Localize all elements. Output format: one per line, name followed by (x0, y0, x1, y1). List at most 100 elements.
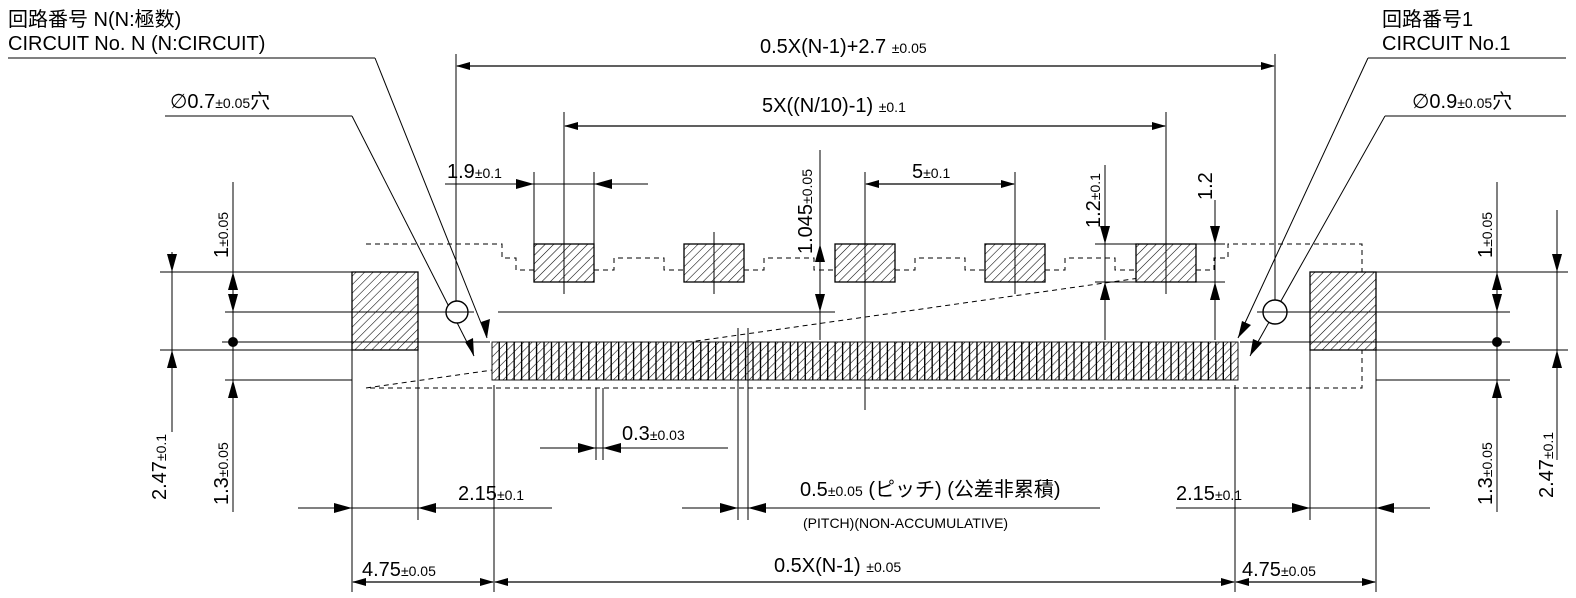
pad-height-arrow-bottom (1100, 282, 1110, 300)
left-gap-arrow-right (418, 503, 436, 513)
pin-pad (1156, 342, 1163, 380)
pin-pad (619, 342, 626, 380)
pin-pad (925, 342, 932, 380)
pin-pad (1149, 342, 1156, 380)
pin-pad (917, 342, 924, 380)
left-1-arrow-top (228, 272, 238, 290)
pin-pad (679, 342, 686, 380)
pin-pad (738, 342, 745, 380)
pad-pitch-label: 5±0.1 (912, 161, 950, 183)
pin-pad (903, 342, 910, 380)
pin-pad (589, 342, 596, 380)
pin-pad (1052, 342, 1059, 380)
pin-pad (694, 342, 701, 380)
pin-pad (723, 342, 730, 380)
left-gap-arrow-left (334, 503, 352, 513)
left-247-label: 2.47±0.1 (149, 434, 171, 500)
pin-pad (1179, 342, 1186, 380)
pin-pad (626, 342, 633, 380)
housing-link-3 (895, 258, 985, 270)
pad-offset-arrow-bottom (815, 294, 825, 312)
pad-offset-label: 1.045±0.05 (795, 169, 817, 254)
pin-pad (947, 342, 954, 380)
pin-pad (776, 342, 783, 380)
pin-pad (537, 342, 544, 380)
pin-pad (1074, 342, 1081, 380)
pin-pad (1022, 342, 1029, 380)
pin-pad (641, 342, 648, 380)
pin-pad (895, 342, 902, 380)
pad-height2-arrow-bottom (1210, 282, 1220, 300)
right-13-arrow-bottom (1492, 380, 1502, 398)
pin-pad (1141, 342, 1148, 380)
pad-height2-arrow-top (1210, 226, 1220, 244)
pin-pad (858, 342, 865, 380)
right-end-label: 4.75±0.05 (1242, 559, 1316, 581)
pin-pad (499, 342, 506, 380)
pin-pad (813, 342, 820, 380)
pin-pad (1224, 342, 1231, 380)
pin-pad (888, 342, 895, 380)
right-247-arrow-top (1552, 254, 1562, 272)
pin-pad (567, 342, 574, 380)
pin-pad (970, 342, 977, 380)
pin-pad (768, 342, 775, 380)
pin-pad (1231, 342, 1238, 380)
housing-outline-left (366, 244, 534, 270)
pin-pad (850, 342, 857, 380)
pin-pad (843, 342, 850, 380)
pin-pad (828, 342, 835, 380)
pin-pad (1015, 342, 1022, 380)
pin-pad (522, 342, 529, 380)
pin-pad (582, 342, 589, 380)
pin-pad (671, 342, 678, 380)
pin-pad (731, 342, 738, 380)
pin-pad (1007, 342, 1014, 380)
pitch-arrow-left (720, 503, 738, 513)
pin-pad (1029, 342, 1036, 380)
left-247-arrow-top (167, 254, 177, 272)
housing-link-1 (594, 258, 684, 270)
left-13-label: 1.3±0.05 (211, 442, 233, 505)
pin-pad (1089, 342, 1096, 380)
pin-pad (1059, 342, 1066, 380)
overall-width-label: 0.5X(N-1)+2.7 ±0.05 (760, 36, 927, 58)
left-gap-label: 2.15±0.1 (458, 483, 524, 505)
pin-pad (597, 342, 604, 380)
right-gap-label: 2.15±0.1 (1176, 483, 1242, 505)
pin-pad (880, 342, 887, 380)
pitch-label: 0.5±0.05 (ピッチ) (公差非累積) (800, 478, 1061, 501)
pad-height2-label: 1.2 (1195, 172, 1217, 200)
pin-pad (1112, 342, 1119, 380)
pin-pad (1209, 342, 1216, 380)
pin-pad (1216, 342, 1223, 380)
pad-width-arrow-right (594, 179, 612, 189)
right-13-label: 1.3±0.05 (1475, 442, 1497, 505)
pin-pad (1082, 342, 1089, 380)
pin-pad (686, 342, 693, 380)
pin-pad (1104, 342, 1111, 380)
circuit-n-label-jp: 回路番号 N(N:極数) (8, 8, 181, 31)
pin-pad (559, 342, 566, 380)
pin-pad (1097, 342, 1104, 380)
pin-pad (708, 342, 715, 380)
pin-width-arrow-right (603, 443, 621, 453)
housing-link-4 (1045, 258, 1136, 270)
pin-pad (604, 342, 611, 380)
pin-pad (873, 342, 880, 380)
pitch-arrow-right (748, 503, 766, 513)
left-end-label: 4.75±0.05 (362, 559, 436, 581)
right-1-arrow-top (1492, 272, 1502, 290)
pin-width-label: 0.3±0.03 (622, 423, 685, 445)
right-mount-pad (1310, 272, 1376, 350)
left-13-arrow-bottom (228, 380, 238, 398)
pad-height-label: 1.2±0.1 (1083, 173, 1105, 228)
pin-pad (649, 342, 656, 380)
pin-span-label: 0.5X(N-1) ±0.05 (774, 555, 901, 577)
pin-pad (611, 342, 618, 380)
right-gap-arrow-right (1376, 503, 1394, 513)
circuit-1-label-jp: 回路番号1 (1382, 8, 1473, 31)
pad-width-arrow-left (516, 179, 534, 189)
pin-pad (1000, 342, 1007, 380)
